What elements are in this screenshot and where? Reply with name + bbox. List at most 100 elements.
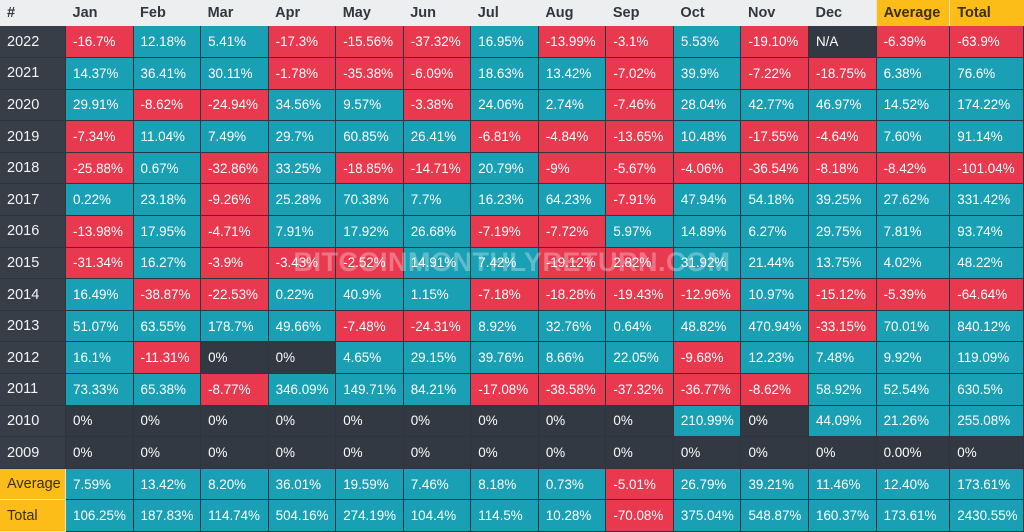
column-header-total[interactable]: Total xyxy=(949,0,1024,26)
cell-2018-dec: -8.18% xyxy=(808,152,877,185)
column-header-dec[interactable]: Dec xyxy=(808,0,877,26)
cell-average-jun: 7.46% xyxy=(403,468,472,501)
cell-2012-average: 9.92% xyxy=(876,341,951,375)
cell-average-apr: 36.01% xyxy=(268,468,337,501)
cell-2018-nov: -36.54% xyxy=(740,152,810,185)
cell-2013-jan: 51.07% xyxy=(65,310,134,343)
row-label-2018: 2018 xyxy=(0,152,66,185)
cell-2020-mar: -24.94% xyxy=(200,89,269,122)
table-row: 2022 -16.7% 12.18% 5.41% -17.3% -15.56% -37.32… xyxy=(0,26,1024,59)
cell-2013-sep: 0.64% xyxy=(605,310,674,343)
cell-2016-nov: 6.27% xyxy=(740,215,810,248)
cell-2009-feb: 0% xyxy=(133,436,202,469)
cell-2009-apr: 0% xyxy=(268,436,337,469)
cell-2013-dec: -33.15% xyxy=(808,310,877,343)
cell-2016-sep: 5.97% xyxy=(605,215,674,248)
cell-2011-total: 630.5% xyxy=(949,373,1024,406)
cell-2017-aug: 64.23% xyxy=(538,183,607,217)
table-row: 2015 -31.34% 16.27% -3.9% -3.43% -2.52% 14.91%… xyxy=(0,247,1024,280)
cell-2009-may: 0% xyxy=(335,436,404,469)
cell-2014-total: -64.64% xyxy=(949,278,1024,311)
cell-2015-nov: 21.44% xyxy=(740,247,810,280)
column-header-apr[interactable]: Apr xyxy=(268,0,336,26)
cell-2010-total: 255.08% xyxy=(949,405,1024,438)
cell-2012-may: 4.65% xyxy=(335,341,404,375)
row-label-2013: 2013 xyxy=(0,310,66,343)
cell-2013-aug: 32.76% xyxy=(538,310,607,343)
cell-2021-nov: -7.22% xyxy=(740,57,810,90)
cell-average-feb: 13.42% xyxy=(133,468,202,501)
cell-2015-oct: 31.92% xyxy=(673,247,742,280)
cell-2021-sep: -7.02% xyxy=(605,57,674,90)
cell-2022-apr: -17.3% xyxy=(268,26,337,59)
cell-2012-aug: 8.66% xyxy=(538,341,607,375)
cell-2020-sep: -7.46% xyxy=(605,89,674,122)
column-header-may[interactable]: May xyxy=(335,0,404,26)
cell-2009-nov: 0% xyxy=(740,436,810,469)
summary-row: Total 106.25% 187.83% 114.74% 504.16% 274.19%… xyxy=(0,499,1024,532)
row-label-2021: 2021 xyxy=(0,57,66,90)
cell-2019-jul: -6.81% xyxy=(470,120,539,153)
cell-2020-total: 174.22% xyxy=(949,89,1024,122)
cell-2011-mar: -8.77% xyxy=(200,373,269,406)
cell-2016-jan: -13.98% xyxy=(65,215,134,248)
column-header-nov[interactable]: Nov xyxy=(740,0,809,26)
cell-2010-apr: 0% xyxy=(268,405,337,438)
column-header-mar[interactable]: Mar xyxy=(200,0,269,26)
cell-2017-mar: -9.26% xyxy=(200,183,269,217)
cell-2012-mar: 0% xyxy=(200,341,269,375)
cell-2021-mar: 30.11% xyxy=(200,57,269,90)
cell-2021-aug: 13.42% xyxy=(538,57,607,90)
cell-2020-feb: -8.62% xyxy=(133,89,202,122)
cell-2014-average: -5.39% xyxy=(876,278,951,311)
column-header-index[interactable]: # xyxy=(0,0,66,26)
cell-2021-oct: 39.9% xyxy=(673,57,742,90)
cell-2010-jan: 0% xyxy=(65,405,134,438)
cell-2015-apr: -3.43% xyxy=(268,247,337,280)
column-header-oct[interactable]: Oct xyxy=(673,0,741,26)
column-header-jun[interactable]: Jun xyxy=(403,0,471,26)
column-header-average[interactable]: Average xyxy=(875,0,950,26)
cell-2013-feb: 63.55% xyxy=(133,310,202,343)
cell-2014-apr: 0.22% xyxy=(268,278,337,311)
cell-total-feb: 187.83% xyxy=(133,499,202,532)
cell-2019-apr: 29.7% xyxy=(268,120,337,153)
cell-2018-apr: 33.25% xyxy=(268,152,337,185)
column-header-jan[interactable]: Jan xyxy=(65,0,134,26)
cell-2009-jul: 0% xyxy=(470,436,539,469)
cell-2016-oct: 14.89% xyxy=(673,215,742,248)
cell-2021-jan: 14.37% xyxy=(65,57,134,90)
cell-2018-sep: -5.67% xyxy=(605,152,674,185)
cell-2013-may: -7.48% xyxy=(335,310,404,343)
cell-2019-sep: -13.65% xyxy=(605,120,674,153)
cell-2022-sep: -3.1% xyxy=(605,26,674,59)
table-row: 2013 51.07% 63.55% 178.7% 49.66% -7.48% -24.31… xyxy=(0,310,1024,343)
cell-total-dec: 160.37% xyxy=(808,499,877,532)
cell-2022-total: -63.9% xyxy=(949,26,1024,59)
cell-total-apr: 504.16% xyxy=(268,499,337,532)
row-label-2022: 2022 xyxy=(0,26,66,59)
cell-2022-jan: -16.7% xyxy=(65,26,134,59)
column-header-aug[interactable]: Aug xyxy=(538,0,606,26)
column-header-feb[interactable]: Feb xyxy=(133,0,201,26)
cell-2011-dec: 58.92% xyxy=(808,373,877,406)
column-header-sep[interactable]: Sep xyxy=(605,0,674,26)
cell-2018-feb: 0.67% xyxy=(133,152,202,185)
row-label-2016: 2016 xyxy=(0,215,66,248)
column-header-jul[interactable]: Jul xyxy=(470,0,539,26)
table-row: 2021 14.37% 36.41% 30.11% -1.78% -35.38% -6.09… xyxy=(0,57,1024,90)
cell-2021-apr: -1.78% xyxy=(268,57,337,90)
cell-2016-apr: 7.91% xyxy=(268,215,337,248)
cell-2018-jul: 20.79% xyxy=(470,152,539,185)
cell-2015-jun: 14.91% xyxy=(403,247,472,280)
cell-2019-may: 60.85% xyxy=(335,120,404,153)
cell-2012-feb: -11.31% xyxy=(133,341,202,375)
cell-2019-dec: -4.64% xyxy=(808,120,877,153)
cell-average-dec: 11.46% xyxy=(808,468,877,501)
cell-2020-dec: 46.97% xyxy=(808,89,877,122)
cell-2009-dec: 0% xyxy=(808,436,877,469)
row-label-2015: 2015 xyxy=(0,247,66,280)
cell-2022-oct: 5.53% xyxy=(673,26,742,59)
cell-2017-jan: 0.22% xyxy=(65,183,134,217)
